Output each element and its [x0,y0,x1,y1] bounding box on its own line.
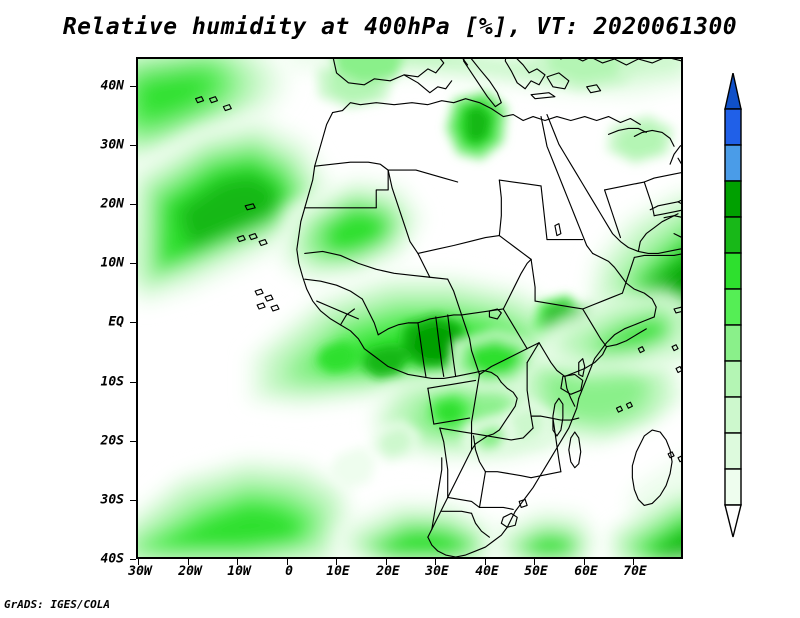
x-tick-label: 60E [574,564,598,579]
map-coastlines [195,59,681,557]
colorbar-band [724,252,742,290]
colorbar-swatches [724,73,742,538]
colorbar-arrow-over [724,73,742,110]
colorbar-band [724,432,742,470]
y-tick [130,441,136,442]
x-tick-label: 30E [425,564,449,579]
x-tick [485,559,486,565]
x-tick [237,559,238,565]
x-tick-label: 50E [524,564,548,579]
x-tick-label: 30W [128,564,152,579]
y-tick-label: 20S [100,433,124,449]
colorbar-band [724,396,742,434]
map-canvas [138,59,681,557]
y-tick-label: 40N [100,78,124,94]
y-tick-label: 30S [100,492,124,508]
x-tick-label: 20W [178,564,202,579]
y-tick [130,322,136,323]
colorbar: 99 97 95 92 90 85 80 75 70 60 50 40 [724,73,742,538]
x-tick [633,559,634,565]
colorbar-band [724,216,742,254]
y-tick [130,86,136,87]
y-tick [130,382,136,383]
page-title: Relative humidity at 400hPa [%], VT: 202… [62,14,738,40]
y-tick [130,500,136,501]
y-tick-label: 10S [100,374,124,390]
y-tick-label: 10N [100,255,124,271]
colorbar-band [724,288,742,326]
x-tick-label: 20E [376,564,400,579]
colorbar-band [724,144,742,182]
x-tick [336,559,337,565]
y-tick-label: 40S [100,551,124,567]
colorbar-band [724,468,742,506]
x-tick [435,559,436,565]
colorbar-band [724,360,742,398]
x-tick [534,559,535,565]
colorbar-arrow-under [724,504,742,538]
x-tick [138,559,139,565]
x-tick-label: 70E [623,564,647,579]
colorbar-band [724,180,742,218]
x-tick-label: 10E [326,564,350,579]
y-tick-label: 20N [100,196,124,212]
y-tick [130,204,136,205]
y-tick-label: 30N [100,137,124,153]
y-tick [130,263,136,264]
grads-credit: GrADS: IGES/COLA [4,598,110,611]
x-tick [584,559,585,565]
x-tick-label: 40E [475,564,499,579]
y-tick-label: EQ [108,314,124,330]
x-tick [287,559,288,565]
y-tick [130,145,136,146]
colorbar-band [724,324,742,362]
x-tick [386,559,387,565]
x-tick [188,559,189,565]
x-tick-label: 0 [285,564,293,579]
colorbar-band [724,108,742,146]
y-tick [130,559,136,560]
map-plot-area [136,57,683,559]
x-tick-label: 10W [227,564,251,579]
